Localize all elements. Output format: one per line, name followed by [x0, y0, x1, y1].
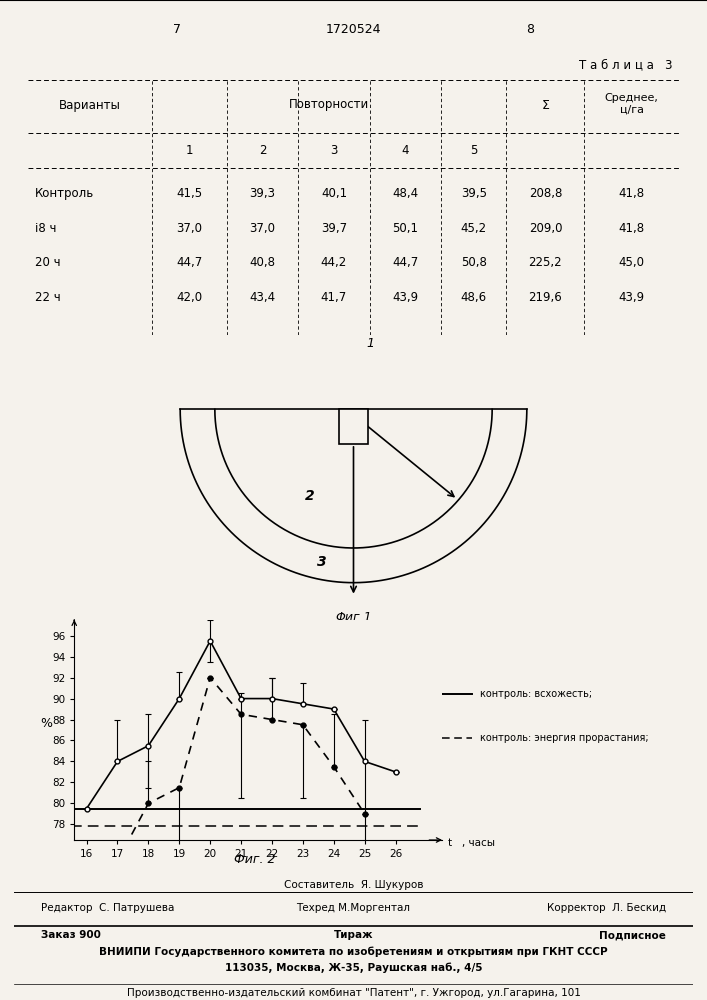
Text: Редактор  С. Патрушева: Редактор С. Патрушева: [41, 903, 175, 913]
Text: 39,3: 39,3: [250, 187, 276, 200]
Text: 44,2: 44,2: [321, 256, 347, 269]
Text: 40,1: 40,1: [321, 187, 347, 200]
Text: Повторности: Повторности: [289, 98, 369, 111]
Text: 37,0: 37,0: [176, 222, 202, 235]
Text: Составитель  Я. Шукуров: Составитель Я. Шукуров: [284, 880, 423, 890]
Text: контроль: энергия прорастания;: контроль: энергия прорастания;: [480, 733, 649, 743]
Text: 45,0: 45,0: [619, 256, 645, 269]
Text: 45,2: 45,2: [461, 222, 487, 235]
Text: 208,8: 208,8: [529, 187, 562, 200]
Text: 43,9: 43,9: [619, 291, 645, 304]
Text: 37,0: 37,0: [250, 222, 276, 235]
Text: 219,6: 219,6: [529, 291, 562, 304]
Bar: [339, 409, 368, 444]
Text: 3: 3: [330, 144, 338, 157]
Text: 7: 7: [173, 23, 181, 36]
Text: 43,9: 43,9: [392, 291, 419, 304]
Text: Контроль: Контроль: [35, 187, 94, 200]
Text: 48,6: 48,6: [461, 291, 487, 304]
Text: 41,8: 41,8: [619, 222, 645, 235]
Text: Фиг. 2: Фиг. 2: [234, 853, 275, 866]
Text: 1: 1: [185, 144, 193, 157]
Text: 44,7: 44,7: [392, 256, 419, 269]
Text: Φиг.1: Φиг.1: [335, 611, 372, 624]
Text: 2: 2: [259, 144, 267, 157]
Text: ВНИИПИ Государственного комитета по изобретениям и открытиям при ГКНТ СССР: ВНИИПИ Государственного комитета по изоб…: [99, 947, 608, 957]
Text: 42,0: 42,0: [176, 291, 202, 304]
Text: 39,5: 39,5: [461, 187, 487, 200]
Text: 225,2: 225,2: [529, 256, 562, 269]
Text: контроль: всхожесть;: контроль: всхожесть;: [480, 689, 592, 699]
Text: 2: 2: [305, 489, 315, 503]
Text: Т а б л и ц а   3: Т а б л и ц а 3: [579, 59, 672, 72]
Text: 50,8: 50,8: [461, 256, 486, 269]
Text: Корректор  Л. Бескид: Корректор Л. Бескид: [547, 903, 666, 913]
Text: 41,5: 41,5: [176, 187, 202, 200]
Text: 3: 3: [317, 555, 327, 569]
Text: Подписное: Подписное: [599, 930, 666, 940]
Text: Производственно-издательский комбинат "Патент", г. Ужгород, ул.Гагарина, 101: Производственно-издательский комбинат "П…: [127, 988, 580, 998]
Text: Техред М.Моргентал: Техред М.Моргентал: [296, 903, 411, 913]
Text: 1720524: 1720524: [326, 23, 381, 36]
Text: 44,7: 44,7: [176, 256, 202, 269]
Y-axis label: %: %: [40, 717, 52, 730]
Text: 40,8: 40,8: [250, 256, 276, 269]
Text: Среднее,
ц/га: Среднее, ц/га: [604, 93, 658, 115]
Text: 22 ч: 22 ч: [35, 291, 61, 304]
Text: 113035, Москва, Ж-35, Раушская наб., 4/5: 113035, Москва, Ж-35, Раушская наб., 4/5: [225, 962, 482, 973]
Text: 41,8: 41,8: [619, 187, 645, 200]
Text: Заказ 900: Заказ 900: [41, 930, 101, 940]
Text: 209,0: 209,0: [529, 222, 562, 235]
Text: t   , часы: t , часы: [448, 838, 495, 848]
Text: 8: 8: [526, 23, 534, 36]
Text: 48,4: 48,4: [392, 187, 419, 200]
Text: 1: 1: [367, 337, 375, 350]
Text: 41,7: 41,7: [321, 291, 347, 304]
Text: 43,4: 43,4: [250, 291, 276, 304]
Text: 50,1: 50,1: [392, 222, 419, 235]
Text: 20 ч: 20 ч: [35, 256, 60, 269]
Text: 39,7: 39,7: [321, 222, 347, 235]
Text: 4: 4: [402, 144, 409, 157]
Text: Варианты: Варианты: [59, 99, 121, 112]
Text: 5: 5: [470, 144, 477, 157]
Text: Σ: Σ: [542, 99, 549, 112]
Text: Тираж: Тираж: [334, 930, 373, 940]
Text: і8 ч: і8 ч: [35, 222, 57, 235]
